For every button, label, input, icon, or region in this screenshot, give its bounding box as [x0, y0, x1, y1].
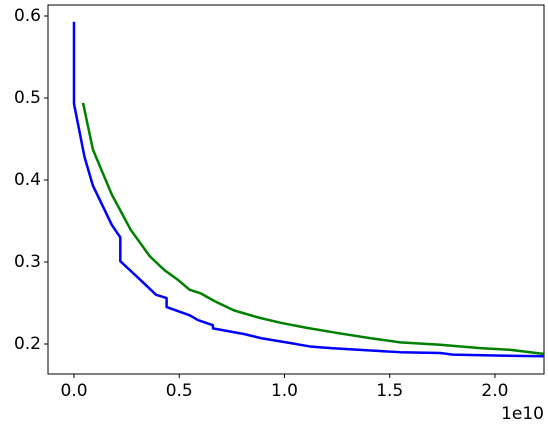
x-tick-label: 1.0 [271, 381, 298, 401]
y-tick-label: 0.3 [14, 252, 41, 272]
line-series [72, 21, 544, 358]
y-tick-label: 0.5 [14, 88, 41, 108]
y-tick-label: 0.4 [14, 170, 41, 190]
x-tick-label: 0.0 [60, 381, 87, 401]
y-tick-label: 0.6 [14, 6, 41, 26]
x-tick-label: 1.5 [376, 381, 403, 401]
line-series [81, 102, 544, 356]
x-tick-label: 0.5 [166, 381, 193, 401]
x-tick-label: 2.0 [481, 381, 508, 401]
y-tick-label: 0.2 [14, 334, 41, 354]
plot-frame [47, 4, 545, 375]
x-offset-label: 1e10 [501, 404, 544, 424]
